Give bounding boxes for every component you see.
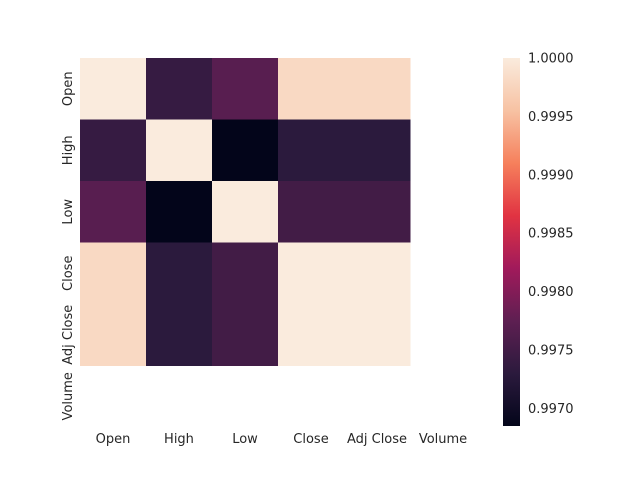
x-tick-label: Close [293, 432, 328, 447]
heatmap-cell-close-open [80, 242, 147, 305]
y-tick-label: Low [61, 199, 76, 225]
x-tick-label: Adj Close [347, 432, 407, 447]
heatmap-cell-low-close [278, 181, 345, 243]
heatmap-cells [80, 58, 411, 366]
heatmap-cell-open-close [278, 58, 345, 120]
heatmap-cell-high-low [212, 119, 279, 182]
colorbar-tick-label: 0.9990 [528, 168, 574, 183]
heatmap-cell-adj-close-low [212, 304, 279, 366]
heatmap-cell-adj-close-adj-close [344, 304, 411, 366]
heatmap-cell-low-open [80, 181, 147, 243]
colorbar-tick-label: 0.9980 [528, 285, 574, 300]
heatmap-cell-adj-close-high [146, 304, 213, 366]
heatmap-cell-adj-close-open [80, 304, 147, 366]
colorbar-tick-label: 0.9975 [528, 344, 574, 359]
x-tick-label: High [164, 432, 194, 447]
colorbar-tick-label: 0.9970 [528, 402, 574, 417]
y-tick-label: High [61, 135, 76, 165]
heatmap-cell-high-adj-close [344, 119, 411, 182]
colorbar-gradient [503, 58, 520, 426]
x-tick-label: Open [96, 432, 131, 447]
heatmap-cell-close-low [212, 242, 279, 305]
colorbar-tick-label: 0.9995 [528, 110, 574, 125]
colorbar-tick-label: 1.0000 [528, 52, 574, 67]
x-axis-tick-labels: Open High Low Close Adj Close Volume [96, 432, 468, 447]
heatmap-cell-open-adj-close [344, 58, 411, 120]
x-tick-label: Low [232, 432, 258, 447]
x-tick-label: Volume [419, 432, 467, 447]
heatmap-cell-open-low [212, 58, 279, 120]
heatmap-cell-low-high [146, 181, 213, 243]
heatmap-cell-high-open [80, 119, 147, 182]
heatmap-cell-close-adj-close [344, 242, 411, 305]
colorbar: 0.9970 0.9975 0.9980 0.9985 0.9990 0.9995 1.00… [503, 52, 574, 426]
heatmap-cell-low-adj-close [344, 181, 411, 243]
y-axis-tick-labels: Open High Low Close Adj Close Volume [61, 71, 76, 420]
heatmap-cell-adj-close-close [278, 304, 345, 366]
colorbar-tick-label: 0.9985 [528, 227, 574, 242]
heatmap-cell-open-high [146, 58, 213, 120]
y-tick-label: Adj Close [61, 305, 76, 365]
heatmap-cell-high-high [146, 119, 213, 182]
y-tick-label: Close [61, 256, 76, 291]
heatmap-cell-open-open [80, 58, 147, 120]
heatmap-cell-high-close [278, 119, 345, 182]
heatmap-cell-close-close [278, 242, 345, 305]
heatmap-cell-low-low [212, 181, 279, 243]
y-tick-label: Volume [61, 372, 76, 420]
heatmap-cell-close-high [146, 242, 213, 305]
y-tick-label: Open [61, 71, 76, 106]
